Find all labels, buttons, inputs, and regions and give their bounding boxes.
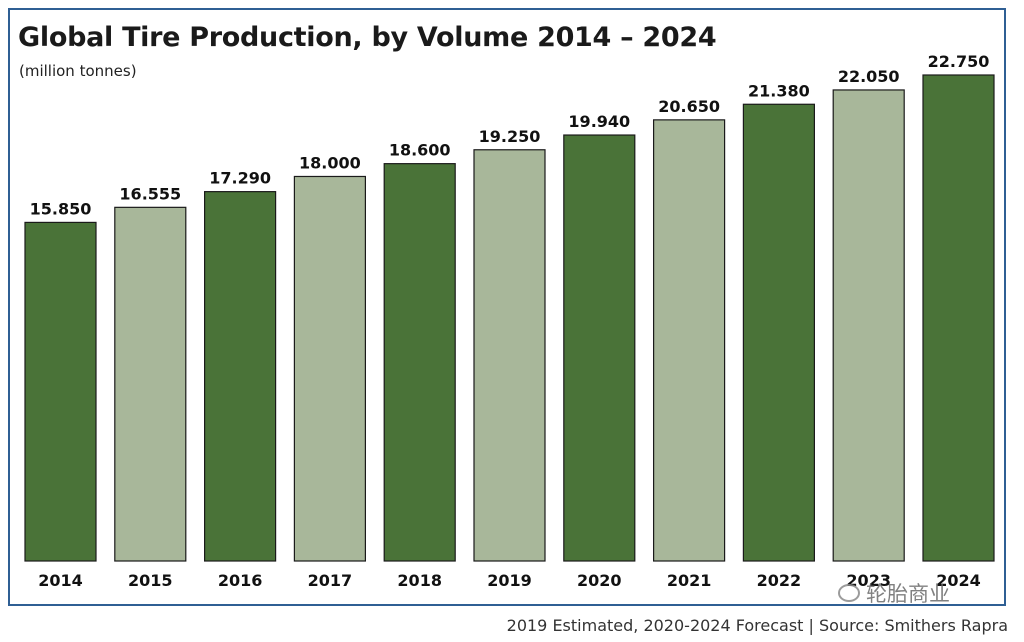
x-tick-label-2019: 2019 xyxy=(487,571,532,590)
bar-2024 xyxy=(922,74,995,562)
data-label-2022: 21.380 xyxy=(748,81,810,100)
chart-subtitle: (million tonnes) xyxy=(19,62,137,80)
bar-2021 xyxy=(652,119,726,562)
bar-2015 xyxy=(114,206,187,562)
x-tick-label-2017: 2017 xyxy=(308,571,353,590)
data-label-2024: 22.750 xyxy=(928,52,990,71)
wechat-icon xyxy=(838,584,860,602)
bar-chart: 15.850 2014 16.555 2015 17.290 2016 18.000 2017… xyxy=(24,52,995,590)
bar-2023 xyxy=(832,89,905,562)
bar-2019 xyxy=(473,149,546,562)
data-label-2021: 20.650 xyxy=(658,97,720,116)
x-tick-label-2018: 2018 xyxy=(397,571,442,590)
x-tick-label-2020: 2020 xyxy=(577,571,622,590)
x-tick-label-2015: 2015 xyxy=(128,571,173,590)
x-tick-label-2016: 2016 xyxy=(218,571,263,590)
bar-2014 xyxy=(24,221,97,562)
chart-title: Global Tire Production, by Volume 2014 –… xyxy=(18,22,717,53)
bar-2016 xyxy=(204,191,277,562)
x-tick-label-2024: 2024 xyxy=(936,571,981,590)
chart-footnote: 2019 Estimated, 2020-2024 Forecast | Sou… xyxy=(506,616,1008,635)
data-label-2023: 22.050 xyxy=(838,67,900,86)
x-tick-label-2014: 2014 xyxy=(38,571,83,590)
data-label-2017: 18.000 xyxy=(299,153,361,172)
x-tick-label-2021: 2021 xyxy=(667,571,712,590)
bar-2018 xyxy=(383,163,456,562)
bar-2022 xyxy=(742,103,816,562)
watermark: 轮胎商业 xyxy=(838,578,950,608)
bar-2020 xyxy=(563,134,636,562)
watermark-text: 轮胎商业 xyxy=(866,582,950,606)
data-label-2014: 15.850 xyxy=(30,199,92,218)
data-label-2019: 19.250 xyxy=(479,127,541,146)
x-tick-label-2023: 2023 xyxy=(846,571,891,590)
data-label-2018: 18.600 xyxy=(389,141,451,160)
data-label-2016: 17.290 xyxy=(209,169,271,188)
data-label-2020: 19.940 xyxy=(568,112,630,131)
x-tick-label-2022: 2022 xyxy=(757,571,802,590)
bar-2017 xyxy=(293,175,366,562)
data-label-2015: 16.555 xyxy=(119,184,181,203)
